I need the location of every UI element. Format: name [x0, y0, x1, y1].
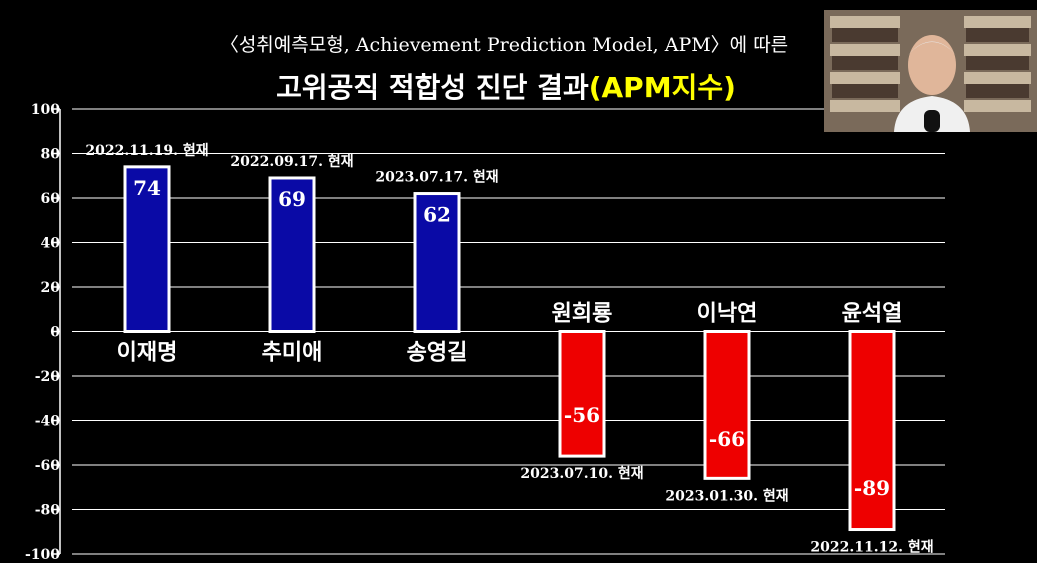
bar-value-label: 69: [278, 187, 306, 211]
y-tick-label: 40: [41, 236, 61, 252]
y-tick-label: -80: [35, 503, 61, 519]
y-tick-label: 100: [31, 102, 60, 118]
y-tick-label: 60: [41, 191, 61, 207]
y-tick-label: -100: [25, 547, 60, 563]
category-label: 송영길: [407, 341, 468, 366]
date-label: 2023.01.30. 현재: [665, 488, 788, 504]
bar: [413, 192, 461, 333]
date-label: 2022.11.19. 현재: [85, 143, 208, 159]
bar: [703, 330, 751, 480]
bar-value-label: -66: [709, 427, 745, 451]
y-tick-label: -20: [35, 369, 61, 385]
y-tick-label: 80: [41, 147, 61, 163]
chart-title: 고위공직 적합성 진단 결과(APM지수): [236, 66, 776, 106]
category-label: 추미애: [262, 341, 323, 366]
bar-value-label: 74: [133, 176, 161, 200]
bar: [848, 330, 896, 532]
date-label: 2023.07.10. 현재: [520, 466, 643, 482]
bar: [123, 165, 171, 333]
y-tick-label: 0: [50, 325, 60, 341]
chart-title-highlight: (APM지수): [588, 71, 736, 104]
category-label: 이낙연: [697, 302, 758, 327]
category-label: 이재명: [117, 341, 178, 366]
bar-value-label: -56: [564, 403, 600, 427]
presenter-webcam: [824, 10, 1037, 132]
category-label: 윤석열: [842, 302, 903, 327]
y-tick-label: -40: [35, 414, 61, 430]
y-tick-label: 20: [41, 280, 61, 296]
date-label: 2023.07.17. 현재: [375, 170, 498, 186]
chart-title-main: 고위공직 적합성 진단 결과: [276, 71, 589, 104]
bar: [558, 330, 606, 458]
chart-subtitle: 〈성취예측모형, Achievement Prediction Model, A…: [219, 34, 789, 56]
date-label: 2022.11.12. 현재: [810, 540, 933, 556]
bar-value-label: 62: [423, 203, 451, 227]
y-tick-label: -60: [35, 458, 61, 474]
category-label: 원희룡: [552, 302, 613, 327]
date-label: 2022.09.17. 현재: [230, 154, 353, 170]
bar-value-label: -89: [854, 476, 890, 500]
bar: [268, 176, 316, 333]
